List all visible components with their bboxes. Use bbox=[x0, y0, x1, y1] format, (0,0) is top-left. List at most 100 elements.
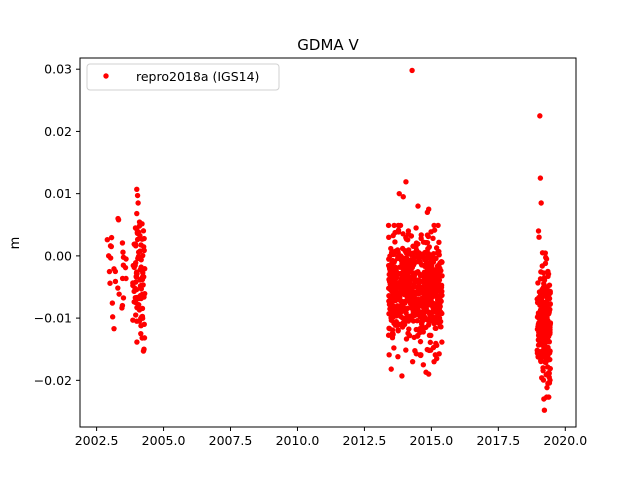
data-point bbox=[432, 293, 438, 299]
data-point bbox=[427, 315, 434, 321]
data-point bbox=[138, 242, 144, 248]
data-point bbox=[436, 239, 442, 245]
data-point bbox=[428, 263, 434, 270]
data-point bbox=[426, 271, 432, 277]
data-point bbox=[393, 280, 399, 287]
data-point bbox=[425, 246, 431, 252]
data-point bbox=[427, 339, 434, 346]
data-point bbox=[115, 285, 121, 291]
data-point bbox=[120, 295, 127, 301]
data-point bbox=[133, 274, 139, 280]
data-point bbox=[139, 314, 145, 320]
chart-title: GDMA V bbox=[297, 36, 359, 54]
data-point bbox=[396, 190, 402, 197]
data-point bbox=[420, 290, 426, 296]
data-point bbox=[140, 228, 147, 234]
data-point bbox=[427, 282, 434, 288]
data-point bbox=[428, 255, 434, 261]
data-point bbox=[432, 325, 438, 331]
data-point bbox=[545, 380, 551, 387]
data-point bbox=[535, 228, 542, 234]
data-point bbox=[395, 353, 401, 360]
data-point bbox=[408, 275, 415, 281]
x-tick-label: 2020.0 bbox=[543, 433, 587, 448]
data-point bbox=[137, 267, 143, 273]
x-axis-ticks: 2002.5 2005.0 2007.5 2010.0 2012.5 2015.0 2017… bbox=[75, 427, 587, 448]
data-point bbox=[142, 266, 148, 272]
data-point bbox=[535, 312, 542, 318]
data-point bbox=[399, 315, 406, 321]
data-point bbox=[543, 359, 549, 366]
data-point bbox=[395, 227, 402, 233]
data-point bbox=[437, 303, 443, 310]
y-tick-label: −0.02 bbox=[34, 373, 72, 388]
data-point bbox=[542, 350, 549, 356]
data-point bbox=[386, 311, 392, 317]
data-point bbox=[424, 300, 430, 307]
data-point bbox=[421, 309, 428, 315]
data-point bbox=[141, 247, 147, 254]
data-point bbox=[390, 314, 396, 320]
data-point bbox=[134, 229, 141, 236]
data-point bbox=[133, 312, 139, 318]
data-point bbox=[537, 175, 544, 181]
data-point bbox=[544, 284, 551, 290]
data-point bbox=[415, 241, 421, 247]
data-point bbox=[539, 250, 546, 256]
data-point bbox=[539, 375, 545, 381]
x-tick-label: 2015.0 bbox=[410, 433, 454, 448]
y-tick-label: 0.01 bbox=[44, 186, 72, 201]
data-point bbox=[135, 200, 141, 206]
data-point bbox=[409, 290, 415, 297]
data-point bbox=[392, 289, 398, 295]
data-point bbox=[109, 314, 116, 320]
data-point bbox=[409, 269, 416, 276]
data-point bbox=[395, 249, 401, 256]
data-point bbox=[135, 249, 142, 255]
data-point bbox=[433, 255, 439, 262]
data-point bbox=[404, 267, 410, 273]
data-point bbox=[136, 318, 143, 324]
data-point bbox=[424, 275, 430, 282]
data-point bbox=[391, 266, 397, 273]
data-point bbox=[546, 321, 553, 327]
data-point bbox=[390, 331, 396, 337]
data-point bbox=[409, 67, 415, 74]
data-point bbox=[133, 279, 139, 285]
data-point bbox=[543, 256, 550, 262]
data-point bbox=[535, 348, 542, 354]
data-point bbox=[390, 251, 397, 258]
data-point bbox=[391, 222, 397, 229]
legend: repro2018a (IGS14) bbox=[86, 63, 280, 91]
data-point bbox=[546, 374, 552, 380]
data-point bbox=[430, 305, 436, 312]
data-point bbox=[403, 179, 409, 185]
data-point bbox=[538, 200, 544, 206]
data-point bbox=[109, 300, 116, 306]
data-point bbox=[137, 283, 144, 289]
data-point bbox=[541, 289, 548, 296]
data-point bbox=[134, 236, 141, 243]
data-point bbox=[539, 263, 545, 269]
data-point bbox=[411, 305, 417, 311]
data-point bbox=[435, 222, 441, 229]
data-point bbox=[403, 336, 410, 342]
data-point bbox=[537, 302, 543, 308]
data-point bbox=[404, 286, 410, 292]
data-point bbox=[405, 231, 412, 237]
data-point bbox=[104, 237, 111, 243]
data-point bbox=[134, 186, 140, 192]
data-point bbox=[414, 258, 421, 265]
data-point bbox=[385, 222, 392, 229]
data-point bbox=[438, 324, 444, 330]
data-point bbox=[412, 295, 418, 301]
data-point bbox=[134, 339, 140, 345]
data-point bbox=[436, 252, 442, 258]
data-point bbox=[540, 284, 547, 290]
data-point bbox=[419, 302, 425, 309]
data-point bbox=[541, 339, 548, 346]
x-tick-label: 2012.5 bbox=[343, 433, 387, 448]
data-point bbox=[547, 331, 553, 337]
data-point bbox=[414, 332, 421, 339]
data-point bbox=[120, 262, 127, 268]
